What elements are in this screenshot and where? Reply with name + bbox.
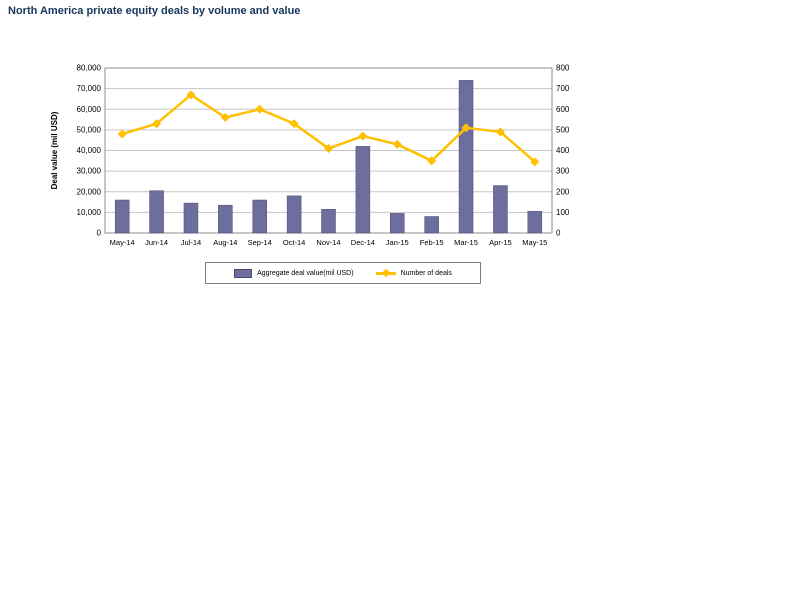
line-series-swatch-icon xyxy=(375,271,396,275)
deal-value-bar xyxy=(355,146,371,234)
x-axis-tick-label: Apr-15 xyxy=(489,238,512,247)
x-axis-tick-label: Jun-14 xyxy=(145,238,168,247)
left-axis-title: Deal value (mil USD) xyxy=(50,111,59,189)
legend-item-number-of-deals: Number of deals xyxy=(375,269,452,277)
line-marker-icon xyxy=(186,90,196,100)
right-axis-tick-label: 100 xyxy=(556,208,570,217)
deal-value-bar xyxy=(286,195,302,234)
x-axis-tick-label: May-15 xyxy=(522,238,547,247)
x-axis-tick-label: Mar-15 xyxy=(454,238,478,247)
x-axis-tick-label: Jul-14 xyxy=(181,238,201,247)
page-title: North America private equity deals by vo… xyxy=(8,5,301,17)
line-marker-icon xyxy=(152,119,162,129)
legend-label-number-of-deals: Number of deals xyxy=(400,269,452,277)
x-axis-tick-label: May-14 xyxy=(110,238,135,247)
x-axis-tick-label: Feb-15 xyxy=(420,238,444,247)
deal-value-bar xyxy=(114,199,130,234)
left-axis-tick-label: 50,000 xyxy=(77,125,102,134)
line-marker-icon xyxy=(358,131,368,141)
right-axis-tick-label: 400 xyxy=(556,146,570,155)
left-axis-tick-label: 30,000 xyxy=(77,167,102,176)
deal-value-bar xyxy=(493,185,508,234)
right-axis-tick-label: 300 xyxy=(556,167,570,176)
left-axis-tick-label: 0 xyxy=(97,229,102,238)
deal-value-bar xyxy=(218,204,233,234)
left-axis-tick-label: 70,000 xyxy=(77,84,102,93)
right-axis-tick-label: 700 xyxy=(556,84,570,93)
left-axis-tick-label: 10,000 xyxy=(77,208,102,217)
deal-value-bar xyxy=(458,80,474,234)
legend-item-deal-value: Aggregate deal value(mil USD) xyxy=(234,268,354,278)
deal-value-bar xyxy=(390,213,405,234)
legend-label-deal-value: Aggregate deal value(mil USD) xyxy=(257,269,354,277)
x-axis-tick-label: Aug-14 xyxy=(213,238,237,247)
line-marker-icon xyxy=(220,112,230,123)
x-axis-tick-label: Jan-15 xyxy=(386,238,409,247)
combo-chart: 0 10,000 20,000 30,000 40,000 50,000 60,000 70,… xyxy=(45,52,590,267)
deal-value-bar xyxy=(183,202,199,234)
line-marker-icon xyxy=(392,139,402,149)
left-axis-tick-label: 20,000 xyxy=(77,187,102,196)
right-axis-tick-label: 600 xyxy=(556,105,570,114)
left-axis-tick-label: 60,000 xyxy=(77,105,102,114)
left-axis-tick-label: 40,000 xyxy=(77,146,102,155)
deal-value-bar xyxy=(252,199,267,234)
chart-legend: Aggregate deal value(mil USD) Number of … xyxy=(205,262,481,284)
line-marker-icon xyxy=(255,104,265,114)
right-axis-tick-label: 0 xyxy=(556,229,561,238)
deal-value-bar xyxy=(149,190,164,234)
line-marker-icon xyxy=(117,129,127,139)
bar-series-swatch-icon xyxy=(234,268,253,278)
deal-value-bar xyxy=(527,211,543,234)
x-axis-tick-label: Nov-14 xyxy=(316,238,340,247)
chart-canvas: 0 10,000 20,000 30,000 40,000 50,000 60,000 70,… xyxy=(50,64,570,248)
right-axis-tick-label: 500 xyxy=(556,125,570,134)
right-axis-tick-label: 200 xyxy=(556,187,570,196)
left-axis-tick-label: 80,000 xyxy=(77,64,102,73)
right-axis-tick-label: 800 xyxy=(556,64,570,73)
x-axis-tick-label: Dec-14 xyxy=(351,238,375,247)
x-axis-tick-label: Oct-14 xyxy=(283,238,306,247)
deal-value-bar xyxy=(424,216,439,234)
deal-value-bar xyxy=(321,209,336,234)
x-axis-tick-label: Sep-14 xyxy=(248,238,272,247)
